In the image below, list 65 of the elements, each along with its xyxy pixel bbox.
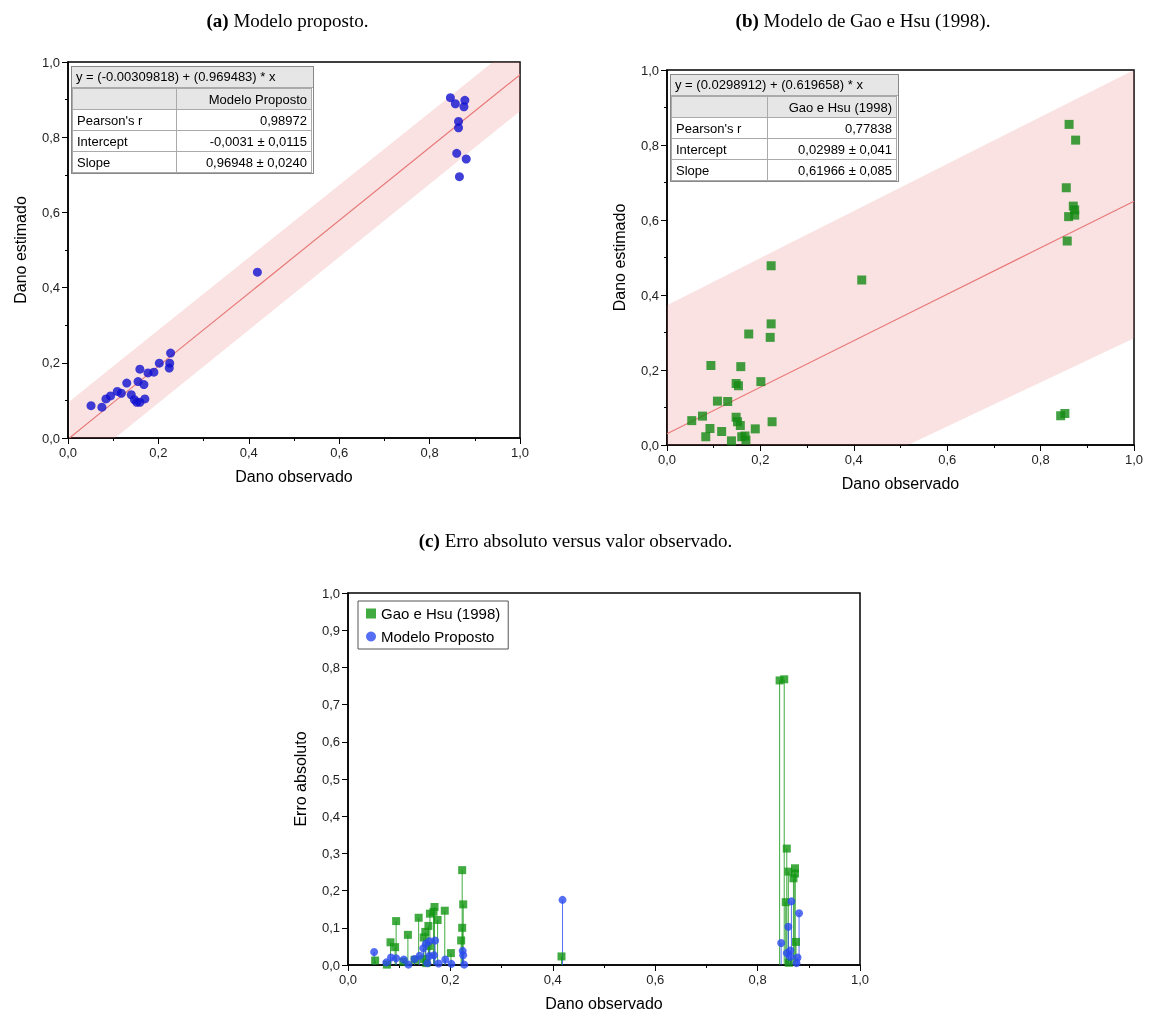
y-tick-label: 0,0 bbox=[321, 957, 340, 973]
annotation: -0,0031 ± 0,0115 bbox=[176, 130, 312, 152]
y-tick-label: 1,0 bbox=[640, 62, 659, 78]
annotation: Intercept bbox=[72, 130, 177, 152]
x-axis-title: Dano observado bbox=[235, 467, 353, 485]
annotation: 0,96948 ± 0,0240 bbox=[176, 151, 312, 173]
annotation: y = (-0.00309818) + (0.969483) * x bbox=[72, 67, 313, 88]
y-tick-label: 0,6 bbox=[640, 212, 659, 228]
x-tick-label: 0,0 bbox=[58, 445, 78, 460]
x-tick-label: 0,0 bbox=[338, 972, 358, 987]
y-tick-label: 0,3 bbox=[321, 845, 340, 861]
y-tick-label: 0,2 bbox=[321, 883, 340, 899]
annotation: Slope bbox=[671, 159, 768, 181]
y-axis-title: Dano estimado bbox=[610, 203, 628, 312]
y-axis-title: Dano estimado bbox=[11, 196, 29, 304]
chart-title: (a) Modelo proposto. bbox=[206, 10, 369, 32]
annotation: 0,61966 ± 0,085 bbox=[767, 159, 897, 181]
legend-label: Modelo Proposto bbox=[381, 628, 495, 645]
y-tick-label: 1,0 bbox=[321, 585, 340, 601]
y-axis-title: Erro absoluto bbox=[291, 731, 309, 827]
y-tick-label: 0,8 bbox=[321, 659, 340, 675]
x-tick-label: 0,8 bbox=[420, 445, 439, 460]
annotation: 0,98972 bbox=[176, 109, 312, 131]
y-tick-label: 0,1 bbox=[321, 920, 340, 936]
annotation: Intercept bbox=[671, 138, 768, 160]
y-tick-label: 0,8 bbox=[41, 129, 60, 145]
x-tick-label: 0,4 bbox=[844, 452, 863, 467]
x-tick-label: 1,0 bbox=[510, 445, 530, 460]
y-tick-label: 0,9 bbox=[321, 622, 340, 638]
x-tick-label: 0,4 bbox=[543, 972, 562, 987]
annotation: 0,02989 ± 0,041 bbox=[767, 138, 897, 160]
annotation: Slope bbox=[72, 151, 177, 173]
x-tick-label: 0,8 bbox=[748, 972, 767, 987]
x-tick-label: 0,0 bbox=[657, 452, 677, 467]
x-axis-title: Dano observado bbox=[545, 994, 663, 1012]
legend-label: Gao e Hsu (1998) bbox=[381, 605, 501, 622]
y-tick-label: 0,0 bbox=[41, 430, 60, 446]
annotation: Pearson's r bbox=[72, 109, 177, 131]
annotation: 0,77838 bbox=[767, 117, 897, 139]
x-tick-label: 0,2 bbox=[751, 452, 770, 467]
x-tick-label: 0,6 bbox=[938, 452, 957, 467]
y-tick-label: 1,0 bbox=[41, 54, 60, 70]
annotation: y = (0.0298912) + (0.619658) * x bbox=[671, 75, 898, 96]
annotation: Gao e Hsu (1998) bbox=[767, 96, 897, 118]
y-tick-label: 0,6 bbox=[41, 204, 60, 220]
x-tick-label: 0,8 bbox=[1031, 452, 1050, 467]
y-tick-label: 0,4 bbox=[41, 280, 60, 296]
x-tick-label: 0,2 bbox=[149, 445, 168, 460]
y-tick-label: 0,2 bbox=[640, 362, 659, 378]
y-tick-label: 0,4 bbox=[640, 287, 659, 303]
x-tick-label: 0,2 bbox=[441, 972, 460, 987]
chart-title: (c) Erro absoluto versus valor observado. bbox=[418, 530, 733, 552]
y-tick-label: 0,8 bbox=[640, 137, 659, 153]
x-tick-label: 0,4 bbox=[239, 445, 258, 460]
y-tick-label: 0,6 bbox=[321, 734, 340, 750]
y-tick-label: 0,2 bbox=[41, 355, 60, 371]
y-tick-label: 0,4 bbox=[321, 808, 340, 824]
x-axis-title: Dano observado bbox=[841, 474, 960, 492]
annotation: Modelo Proposto bbox=[176, 88, 312, 110]
chart-title: (b) Modelo de Gao e Hsu (1998). bbox=[735, 10, 991, 32]
annotation: Pearson's r bbox=[671, 117, 768, 139]
x-tick-label: 1,0 bbox=[850, 972, 870, 987]
x-tick-label: 1,0 bbox=[1124, 452, 1144, 467]
y-tick-label: 0,5 bbox=[321, 771, 340, 787]
y-tick-label: 0,7 bbox=[321, 697, 340, 713]
